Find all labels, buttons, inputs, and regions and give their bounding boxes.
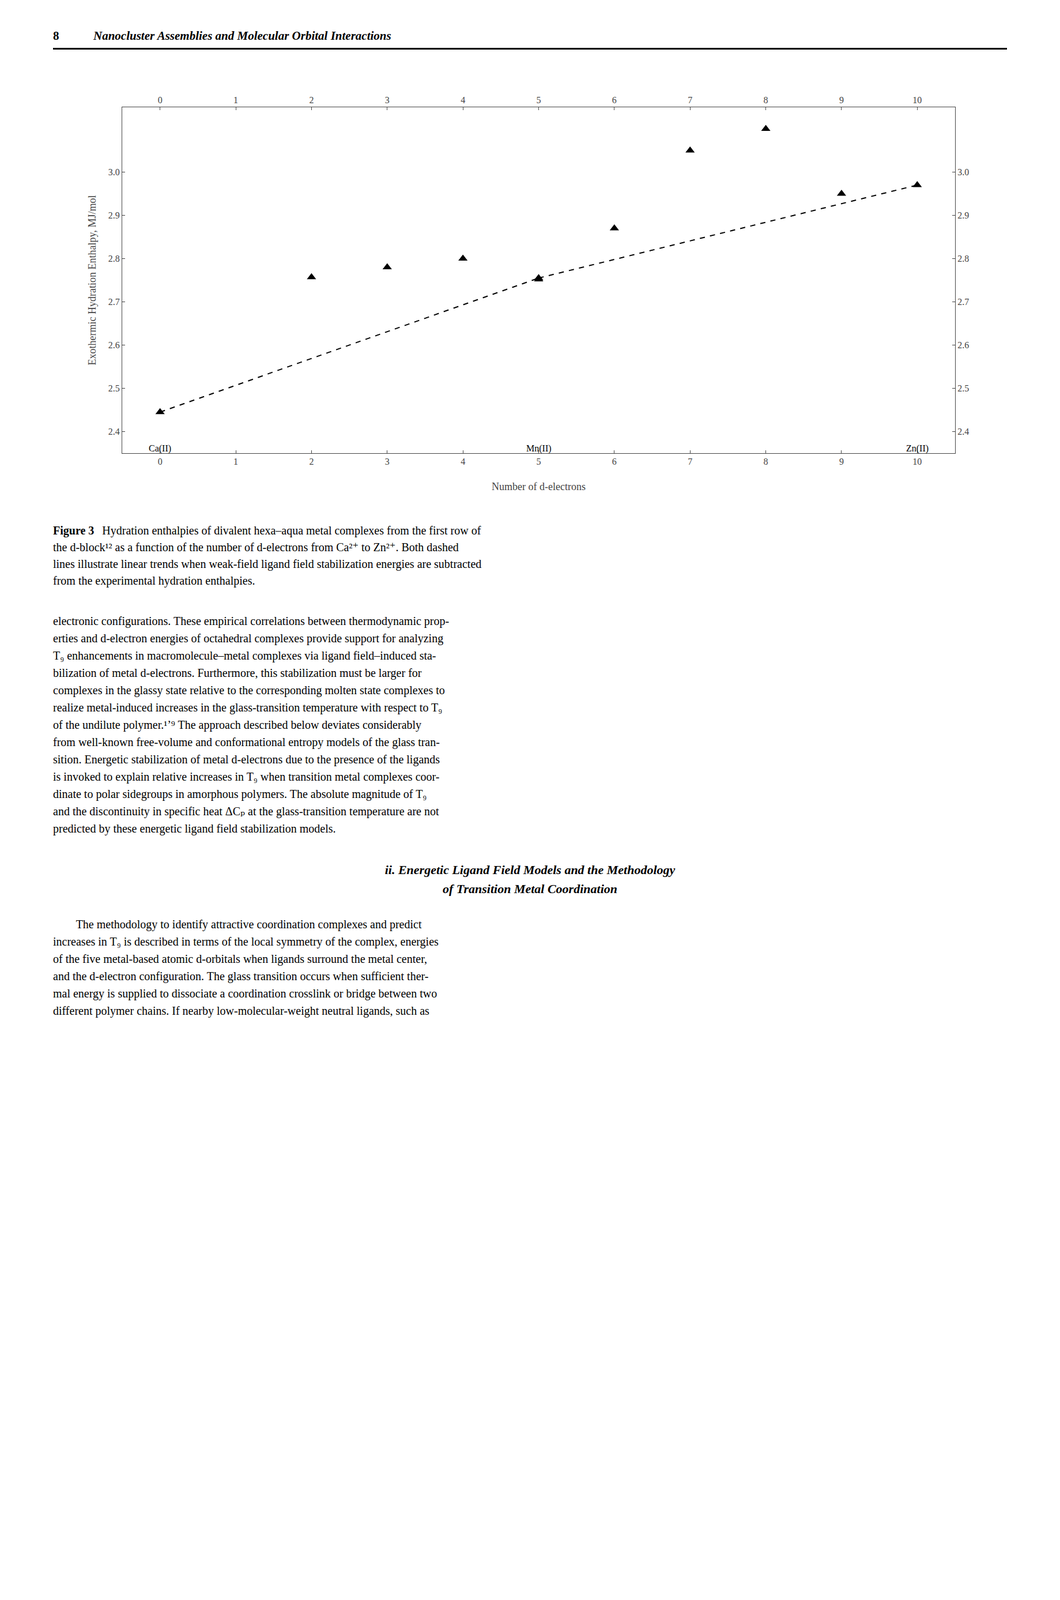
svg-text:5: 5: [536, 95, 542, 105]
svg-text:2.6: 2.6: [108, 340, 120, 350]
html-text:Figure 3: Figure 3: [53, 523, 95, 537]
html-text:ii. Energetic Ligand Field Mod: ii. Energetic Ligand Field Models and th…: [384, 862, 676, 877]
svg-text:2.9: 2.9: [957, 210, 969, 221]
svg-text:7: 7: [687, 95, 693, 105]
svg-text:2: 2: [308, 456, 314, 467]
svg-text:10: 10: [912, 95, 922, 105]
html-text:Hydration enthalpies of divale: Hydration enthalpies of divalent hexa–aq…: [53, 523, 482, 587]
svg-text:9: 9: [839, 456, 844, 467]
svg-text:2.9: 2.9: [108, 210, 120, 221]
svg-text:0: 0: [157, 456, 163, 467]
svg-text:Zn(II): Zn(II): [906, 443, 929, 454]
html-text:8: 8: [53, 28, 60, 43]
svg-text:3.0: 3.0: [957, 167, 969, 177]
svg-text:8: 8: [763, 456, 769, 467]
html-text:electronic configurations. The: electronic configurations. These empiric…: [53, 614, 450, 835]
svg-text:5: 5: [536, 456, 542, 467]
svg-text:2.5: 2.5: [108, 383, 120, 394]
html-text:Nanocluster Assemblies and Mol: Nanocluster Assemblies and Molecular Orb…: [93, 28, 392, 43]
svg-text:2.4: 2.4: [957, 426, 969, 437]
svg-text:Number of d-electrons: Number of d-electrons: [491, 480, 586, 493]
svg-text:2.7: 2.7: [957, 296, 969, 307]
svg-text:Mn(II): Mn(II): [526, 443, 552, 454]
svg-text:3: 3: [385, 95, 390, 105]
svg-text:10: 10: [912, 456, 922, 467]
svg-text:Exothermic Hydration Enthalpy,: Exothermic Hydration Enthalpy, MJ/mol: [86, 195, 98, 366]
html-text:The methodology to identify at: The methodology to identify attractive c…: [53, 917, 439, 1017]
svg-text:Ca(II): Ca(II): [148, 443, 172, 454]
html-text:of Transition Metal Coordinati: of Transition Metal Coordination: [442, 881, 618, 896]
svg-text:8: 8: [763, 95, 769, 105]
svg-text:2.4: 2.4: [108, 426, 120, 437]
svg-text:2.8: 2.8: [957, 253, 969, 264]
svg-text:3: 3: [385, 456, 390, 467]
svg-text:6: 6: [612, 95, 617, 105]
svg-text:2: 2: [308, 95, 314, 105]
svg-text:3.0: 3.0: [108, 167, 120, 177]
svg-text:0: 0: [157, 95, 163, 105]
svg-text:1: 1: [233, 456, 239, 467]
svg-text:2.5: 2.5: [957, 383, 969, 394]
svg-text:6: 6: [612, 456, 617, 467]
svg-text:2.8: 2.8: [108, 253, 120, 264]
svg-text:1: 1: [233, 95, 239, 105]
svg-text:2.6: 2.6: [957, 340, 969, 350]
svg-text:4: 4: [460, 95, 466, 105]
svg-text:9: 9: [839, 95, 844, 105]
svg-text:2.7: 2.7: [108, 296, 120, 307]
svg-text:4: 4: [460, 456, 466, 467]
svg-text:7: 7: [687, 456, 693, 467]
